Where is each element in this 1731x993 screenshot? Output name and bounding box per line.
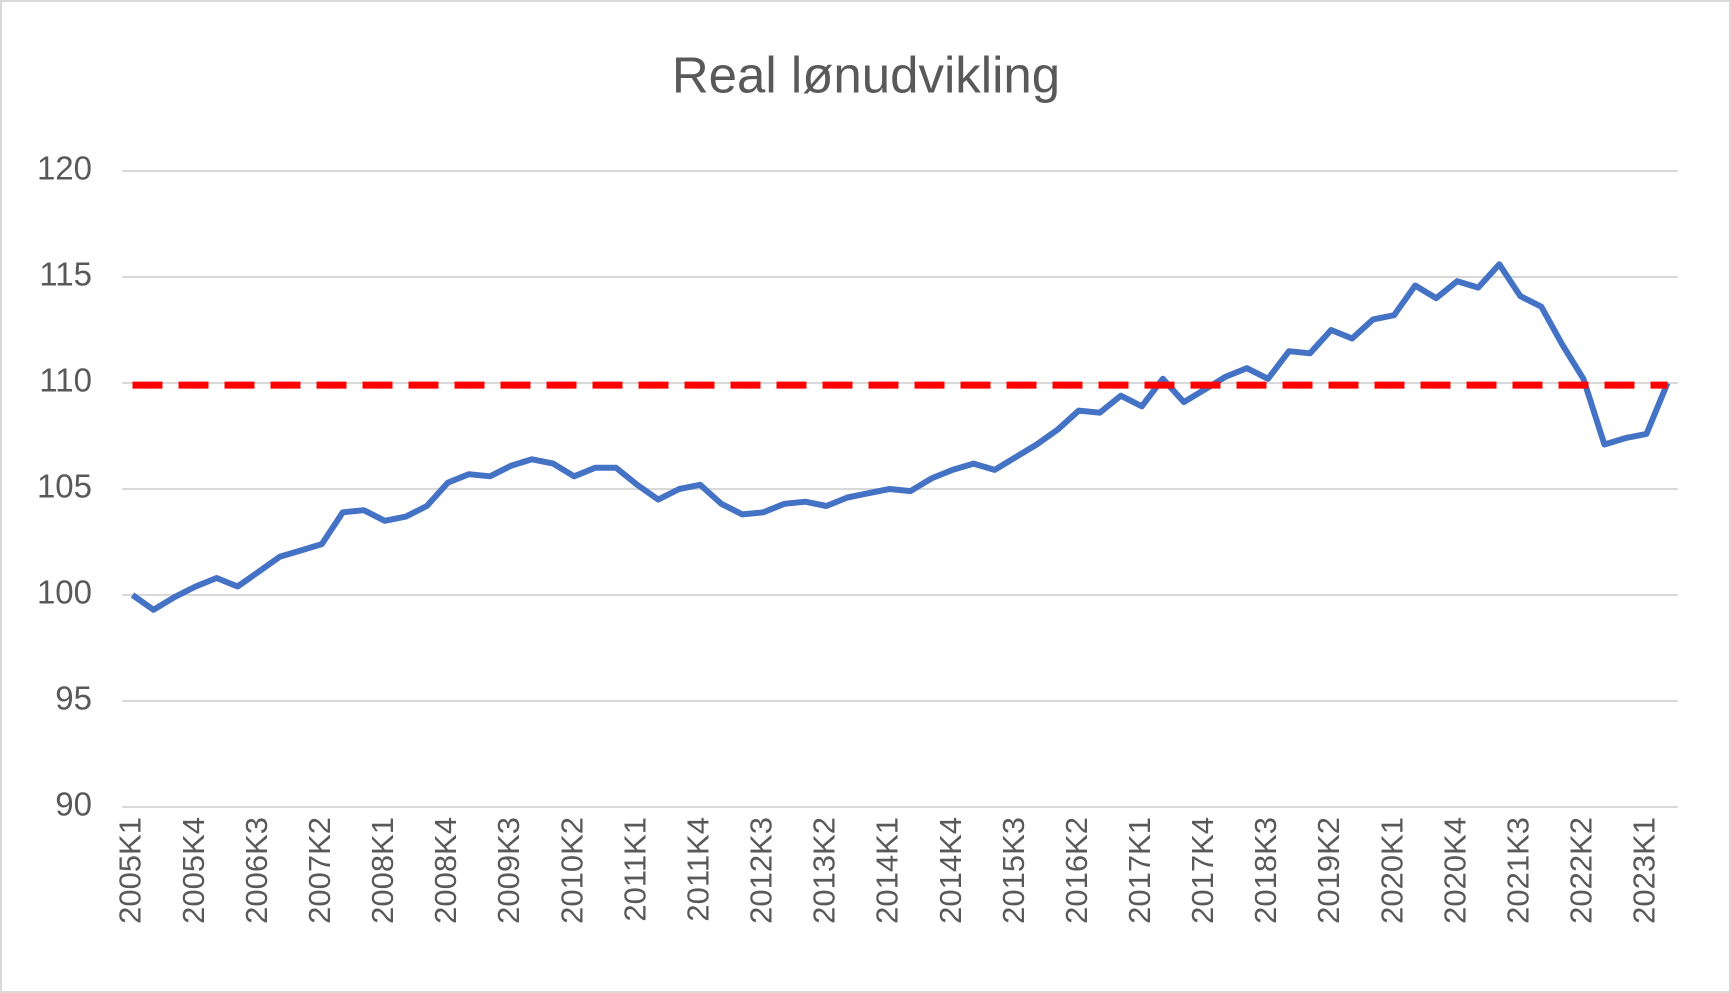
x-tick-label: 2014K4: [933, 817, 968, 924]
x-tick-label: 2007K2: [302, 817, 337, 924]
x-tick-label: 2005K1: [113, 817, 148, 924]
y-tick-label: 110: [39, 362, 92, 399]
x-tick-label: 2017K1: [1122, 817, 1157, 924]
x-tick-label: 2011K1: [617, 817, 652, 922]
y-tick-label: 105: [37, 468, 92, 505]
y-tick-label: 100: [37, 574, 92, 611]
x-tick-label: 2006K3: [239, 817, 274, 924]
x-tick-label: 2010K2: [554, 817, 589, 924]
x-tick-label: 2019K2: [1311, 817, 1346, 924]
x-tick-label: 2008K4: [428, 817, 463, 924]
series-line: [130, 261, 1671, 613]
chart-title: Real lønudvikling: [672, 46, 1060, 103]
x-tick-label: 2018K3: [1248, 817, 1283, 924]
x-tick-label: 2015K3: [996, 817, 1031, 924]
x-tick-label: 2021K3: [1500, 817, 1535, 924]
x-tick-label: 2017K4: [1185, 817, 1220, 924]
x-tick-label: 2022K2: [1564, 817, 1599, 924]
x-tick-label: 2005K4: [176, 817, 211, 924]
x-tick-label: 2016K2: [1059, 817, 1094, 924]
x-tick-label: 2009K3: [491, 817, 526, 924]
x-tick-label: 2014K1: [870, 817, 905, 924]
y-tick-label: 90: [55, 786, 92, 823]
x-tick-label: 2012K3: [744, 817, 779, 924]
y-tick-label: 120: [37, 150, 92, 187]
x-tick-label: 2023K1: [1627, 817, 1662, 924]
y-tick-label: 115: [39, 256, 92, 293]
x-tick-label: 2011K4: [680, 817, 715, 922]
x-tick-label: 2013K2: [807, 817, 842, 924]
x-tick-label: 2020K4: [1437, 817, 1472, 924]
x-tick-label: 2008K1: [365, 817, 400, 924]
y-tick-label: 95: [55, 680, 92, 717]
x-tick-label: 2020K1: [1374, 817, 1409, 924]
